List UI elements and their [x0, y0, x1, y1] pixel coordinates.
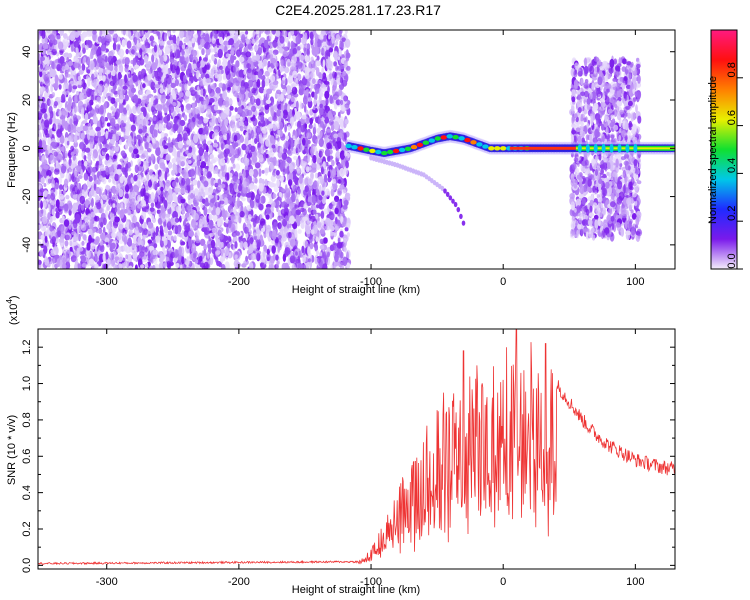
noise-blob [126, 40, 132, 49]
noise-blob [303, 104, 307, 113]
noise-blob [125, 48, 129, 55]
noise-blob [272, 115, 278, 122]
noise-blob [138, 82, 141, 92]
noise-blob [307, 207, 312, 213]
noise-blob [64, 151, 68, 159]
noise-blob [163, 123, 167, 129]
noise-blob [100, 127, 104, 135]
noise-blob [126, 253, 133, 263]
noise-region-0 [38, 30, 352, 269]
noise-blob [199, 238, 206, 246]
noise-blob [303, 48, 307, 56]
noise-blob [223, 75, 227, 80]
noise-blob [181, 215, 186, 220]
noise-blob [180, 198, 186, 204]
noise-blob [339, 184, 345, 190]
noise-layer [38, 30, 643, 269]
noise-blob [229, 105, 234, 111]
noise-blob [273, 112, 277, 117]
noise-blob [51, 262, 55, 269]
noise-blob [244, 90, 249, 101]
noise-blob [150, 202, 155, 208]
noise-blob [227, 86, 231, 91]
chart-title: C2E4.2025.281.17.23.R17 [275, 2, 441, 18]
noise-blob [55, 207, 59, 213]
noise-blob [224, 261, 230, 269]
noise-blob [235, 163, 241, 171]
noise-blob [319, 238, 325, 245]
noise-blob [314, 172, 318, 179]
noise-blob [276, 139, 280, 147]
noise-blob [170, 235, 174, 242]
noise-blob [82, 56, 87, 64]
noise-blob [163, 133, 169, 138]
noise-blob [68, 209, 72, 216]
noise-blob [339, 230, 344, 238]
noise-blob [125, 254, 129, 260]
noise-blob [183, 114, 188, 121]
noise-blob [201, 48, 205, 56]
noise-blob [299, 101, 303, 110]
noise-blob [104, 117, 109, 122]
noise-blob [149, 35, 155, 42]
noise-blob [219, 256, 224, 264]
noise-blob [51, 92, 56, 98]
noise-blob [147, 239, 153, 244]
noise-blob [103, 92, 106, 98]
noise-blob [330, 264, 334, 269]
noise-blob [173, 235, 177, 241]
noise-blob [130, 67, 134, 73]
noise-blob [58, 84, 62, 90]
noise-blob [227, 80, 232, 86]
noise-blob [297, 229, 302, 234]
noise-blob [230, 115, 237, 122]
noise-blob [218, 82, 224, 88]
noise-blob [56, 51, 60, 57]
noise-blob [331, 159, 335, 167]
